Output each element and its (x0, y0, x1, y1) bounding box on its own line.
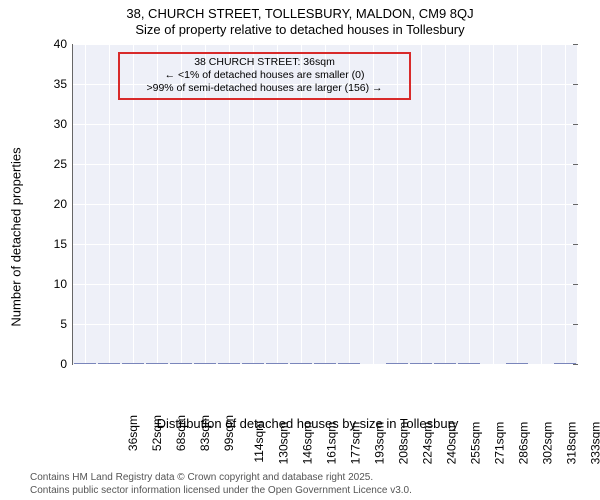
annotation-line2: ← <1% of detached houses are smaller (0) (126, 69, 402, 82)
x-tick-label: 83sqm (199, 367, 211, 409)
histogram-bar (410, 363, 431, 364)
footer-line2: Contains public sector information licen… (30, 485, 412, 498)
y-tick-label: 30 (54, 118, 73, 130)
y-tick-label: 35 (54, 78, 73, 90)
histogram-bar (458, 363, 479, 364)
y-tick-mark (573, 284, 578, 285)
histogram-bar (386, 363, 407, 364)
chart-title-line2: Size of property relative to detached ho… (0, 22, 600, 38)
chart-title-line1: 38, CHURCH STREET, TOLLESBURY, MALDON, C… (0, 6, 600, 22)
histogram-bar (74, 363, 95, 364)
x-axis-label: Distribution of detached houses by size … (157, 416, 459, 431)
y-tick-mark (573, 364, 578, 365)
x-tick-label: 114sqm (253, 367, 265, 415)
x-tick-label: 52sqm (151, 367, 163, 409)
x-tick-label: 130sqm (278, 367, 290, 416)
gridline-horizontal (73, 364, 577, 365)
y-tick-label: 40 (54, 38, 73, 50)
x-tick-label: 68sqm (175, 367, 187, 409)
y-tick-mark (573, 164, 578, 165)
y-tick-mark (573, 204, 578, 205)
x-tick-label: 286sqm (518, 367, 530, 416)
histogram-bar (170, 363, 191, 364)
x-tick-label: 193sqm (374, 367, 386, 416)
y-tick-mark (573, 124, 578, 125)
footer-line1: Contains HM Land Registry data © Crown c… (30, 472, 412, 485)
x-tick-label: 318sqm (566, 367, 578, 416)
histogram-bar (434, 363, 455, 364)
annotation-box: 38 CHURCH STREET: 36sqm ← <1% of detache… (118, 52, 410, 100)
x-tick-label: 36sqm (127, 367, 139, 409)
histogram-bar (290, 363, 311, 364)
histogram-bar (98, 363, 119, 364)
y-tick-label: 15 (54, 238, 73, 250)
x-tick-label: 146sqm (302, 367, 314, 416)
x-tick-label: 224sqm (422, 367, 434, 416)
histogram-bar (218, 363, 239, 364)
x-tick-label: 271sqm (494, 367, 506, 416)
y-tick-label: 5 (60, 318, 73, 330)
histogram-bar (242, 363, 263, 364)
y-tick-mark (573, 84, 578, 85)
annotation-line3: >99% of semi-detached houses are larger … (126, 82, 402, 95)
footer-attribution: Contains HM Land Registry data © Crown c… (30, 472, 412, 497)
plot-area: 38 CHURCH STREET: 36sqm ← <1% of detache… (72, 44, 577, 365)
y-tick-label: 20 (54, 198, 73, 210)
x-tick-label: 255sqm (470, 367, 482, 416)
histogram-bar (506, 363, 527, 364)
y-tick-label: 10 (54, 278, 73, 290)
y-axis-label: Number of detached properties (9, 147, 24, 326)
x-tick-label: 240sqm (446, 367, 458, 416)
y-tick-mark (573, 324, 578, 325)
x-tick-label: 99sqm (223, 367, 235, 409)
x-tick-label: 177sqm (350, 367, 362, 416)
histogram-bar (266, 363, 287, 364)
chart-container: Number of detached properties 38 CHURCH … (30, 44, 585, 429)
histogram-bar (194, 363, 215, 364)
histogram-bar (314, 363, 335, 364)
x-tick-label: 333sqm (590, 367, 600, 416)
y-tick-mark (573, 244, 578, 245)
histogram-bar (122, 363, 143, 364)
y-tick-label: 0 (60, 358, 73, 370)
x-tick-label: 161sqm (326, 367, 338, 416)
x-tick-label: 208sqm (398, 367, 410, 416)
annotation-line1: 38 CHURCH STREET: 36sqm (126, 56, 402, 69)
y-tick-mark (573, 44, 578, 45)
x-tick-label: 302sqm (542, 367, 554, 416)
histogram-bar (338, 363, 359, 364)
histogram-bar (146, 363, 167, 364)
y-tick-label: 25 (54, 158, 73, 170)
